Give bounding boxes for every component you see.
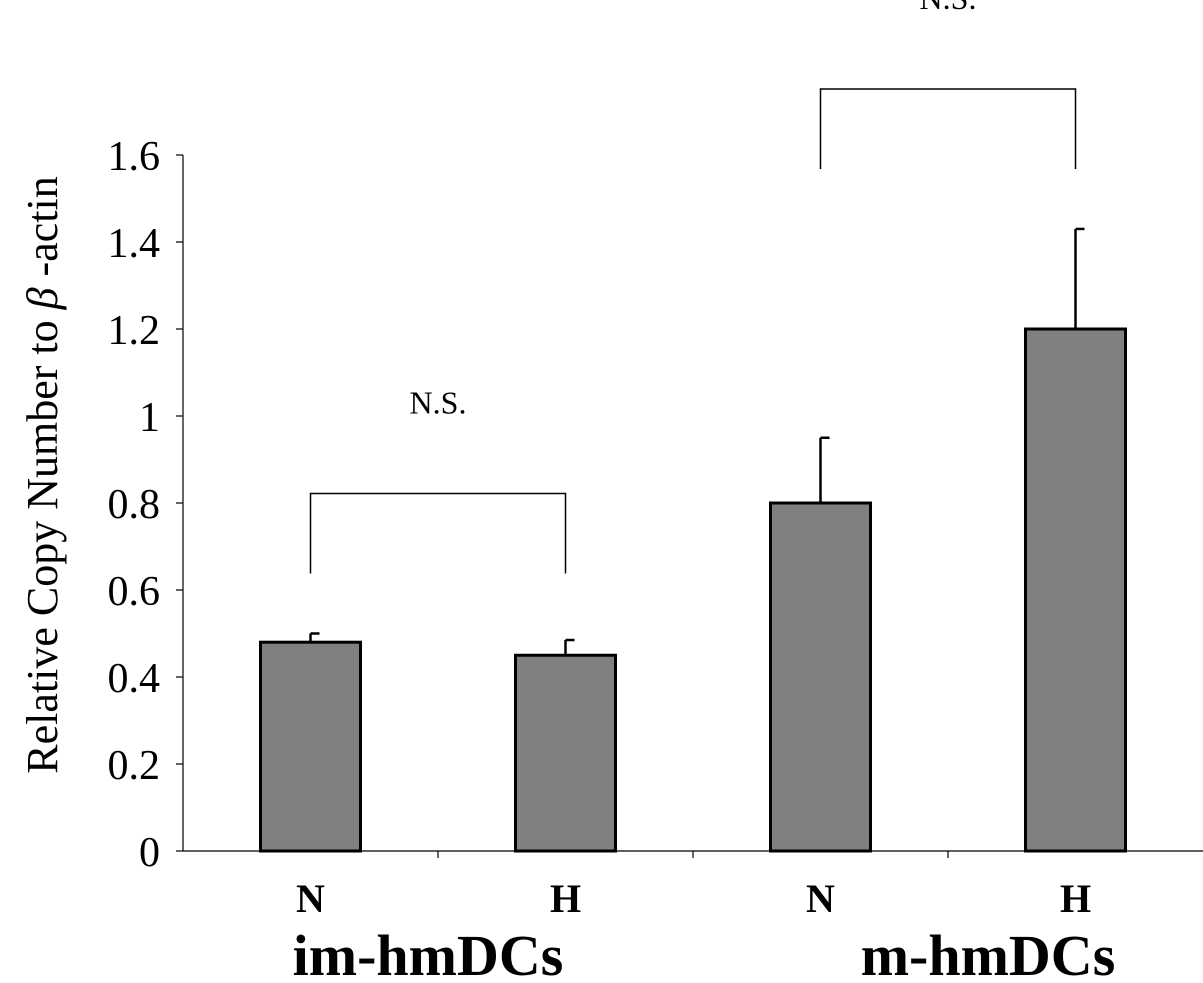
y-tick-label: 0.8 [108,482,161,528]
x-category-label: N [806,876,835,921]
x-category-label: N [296,876,325,921]
y-tick-label: 1 [139,395,160,441]
significance-bracket [309,492,567,574]
y-tick-label: 1.6 [108,134,161,180]
y-tick-label: 1.2 [108,308,161,354]
y-axis-label-prefix: Relative Copy Number to [18,309,67,773]
y-axis-label-suffix: -actin [18,176,67,287]
y-tick-label: 0 [139,830,160,876]
significance-brackets: N.S. N.S. [309,0,1077,574]
bars-layer [259,327,1127,853]
y-tick-label: 1.4 [108,221,161,267]
y-tick-label: 0.4 [108,656,161,702]
y-axis: 0 0.2 0.4 0.6 0.8 1 1.2 1.4 1.6 [108,134,184,876]
y-axis-label: Relative Copy Number to β -actin [18,176,67,773]
significance-bracket [819,88,1077,169]
error-bars-layer [309,227,1085,656]
y-tick-label: 0.6 [108,569,161,615]
significance-label: N.S. [920,0,977,16]
y-tick-label: 0.2 [108,743,161,789]
bar [1024,327,1127,853]
y-axis-label-greek: β [18,287,67,310]
bar [259,640,362,853]
x-category-label: H [550,876,581,921]
x-category-label: H [1060,876,1091,921]
group-label: im-hmDCs [293,923,564,983]
bar [514,653,617,853]
bar [769,501,872,853]
group-labels: im-hmDCs m-hmDCs [293,923,1116,983]
group-label: m-hmDCs [861,923,1116,983]
significance-label: N.S. [410,385,467,421]
